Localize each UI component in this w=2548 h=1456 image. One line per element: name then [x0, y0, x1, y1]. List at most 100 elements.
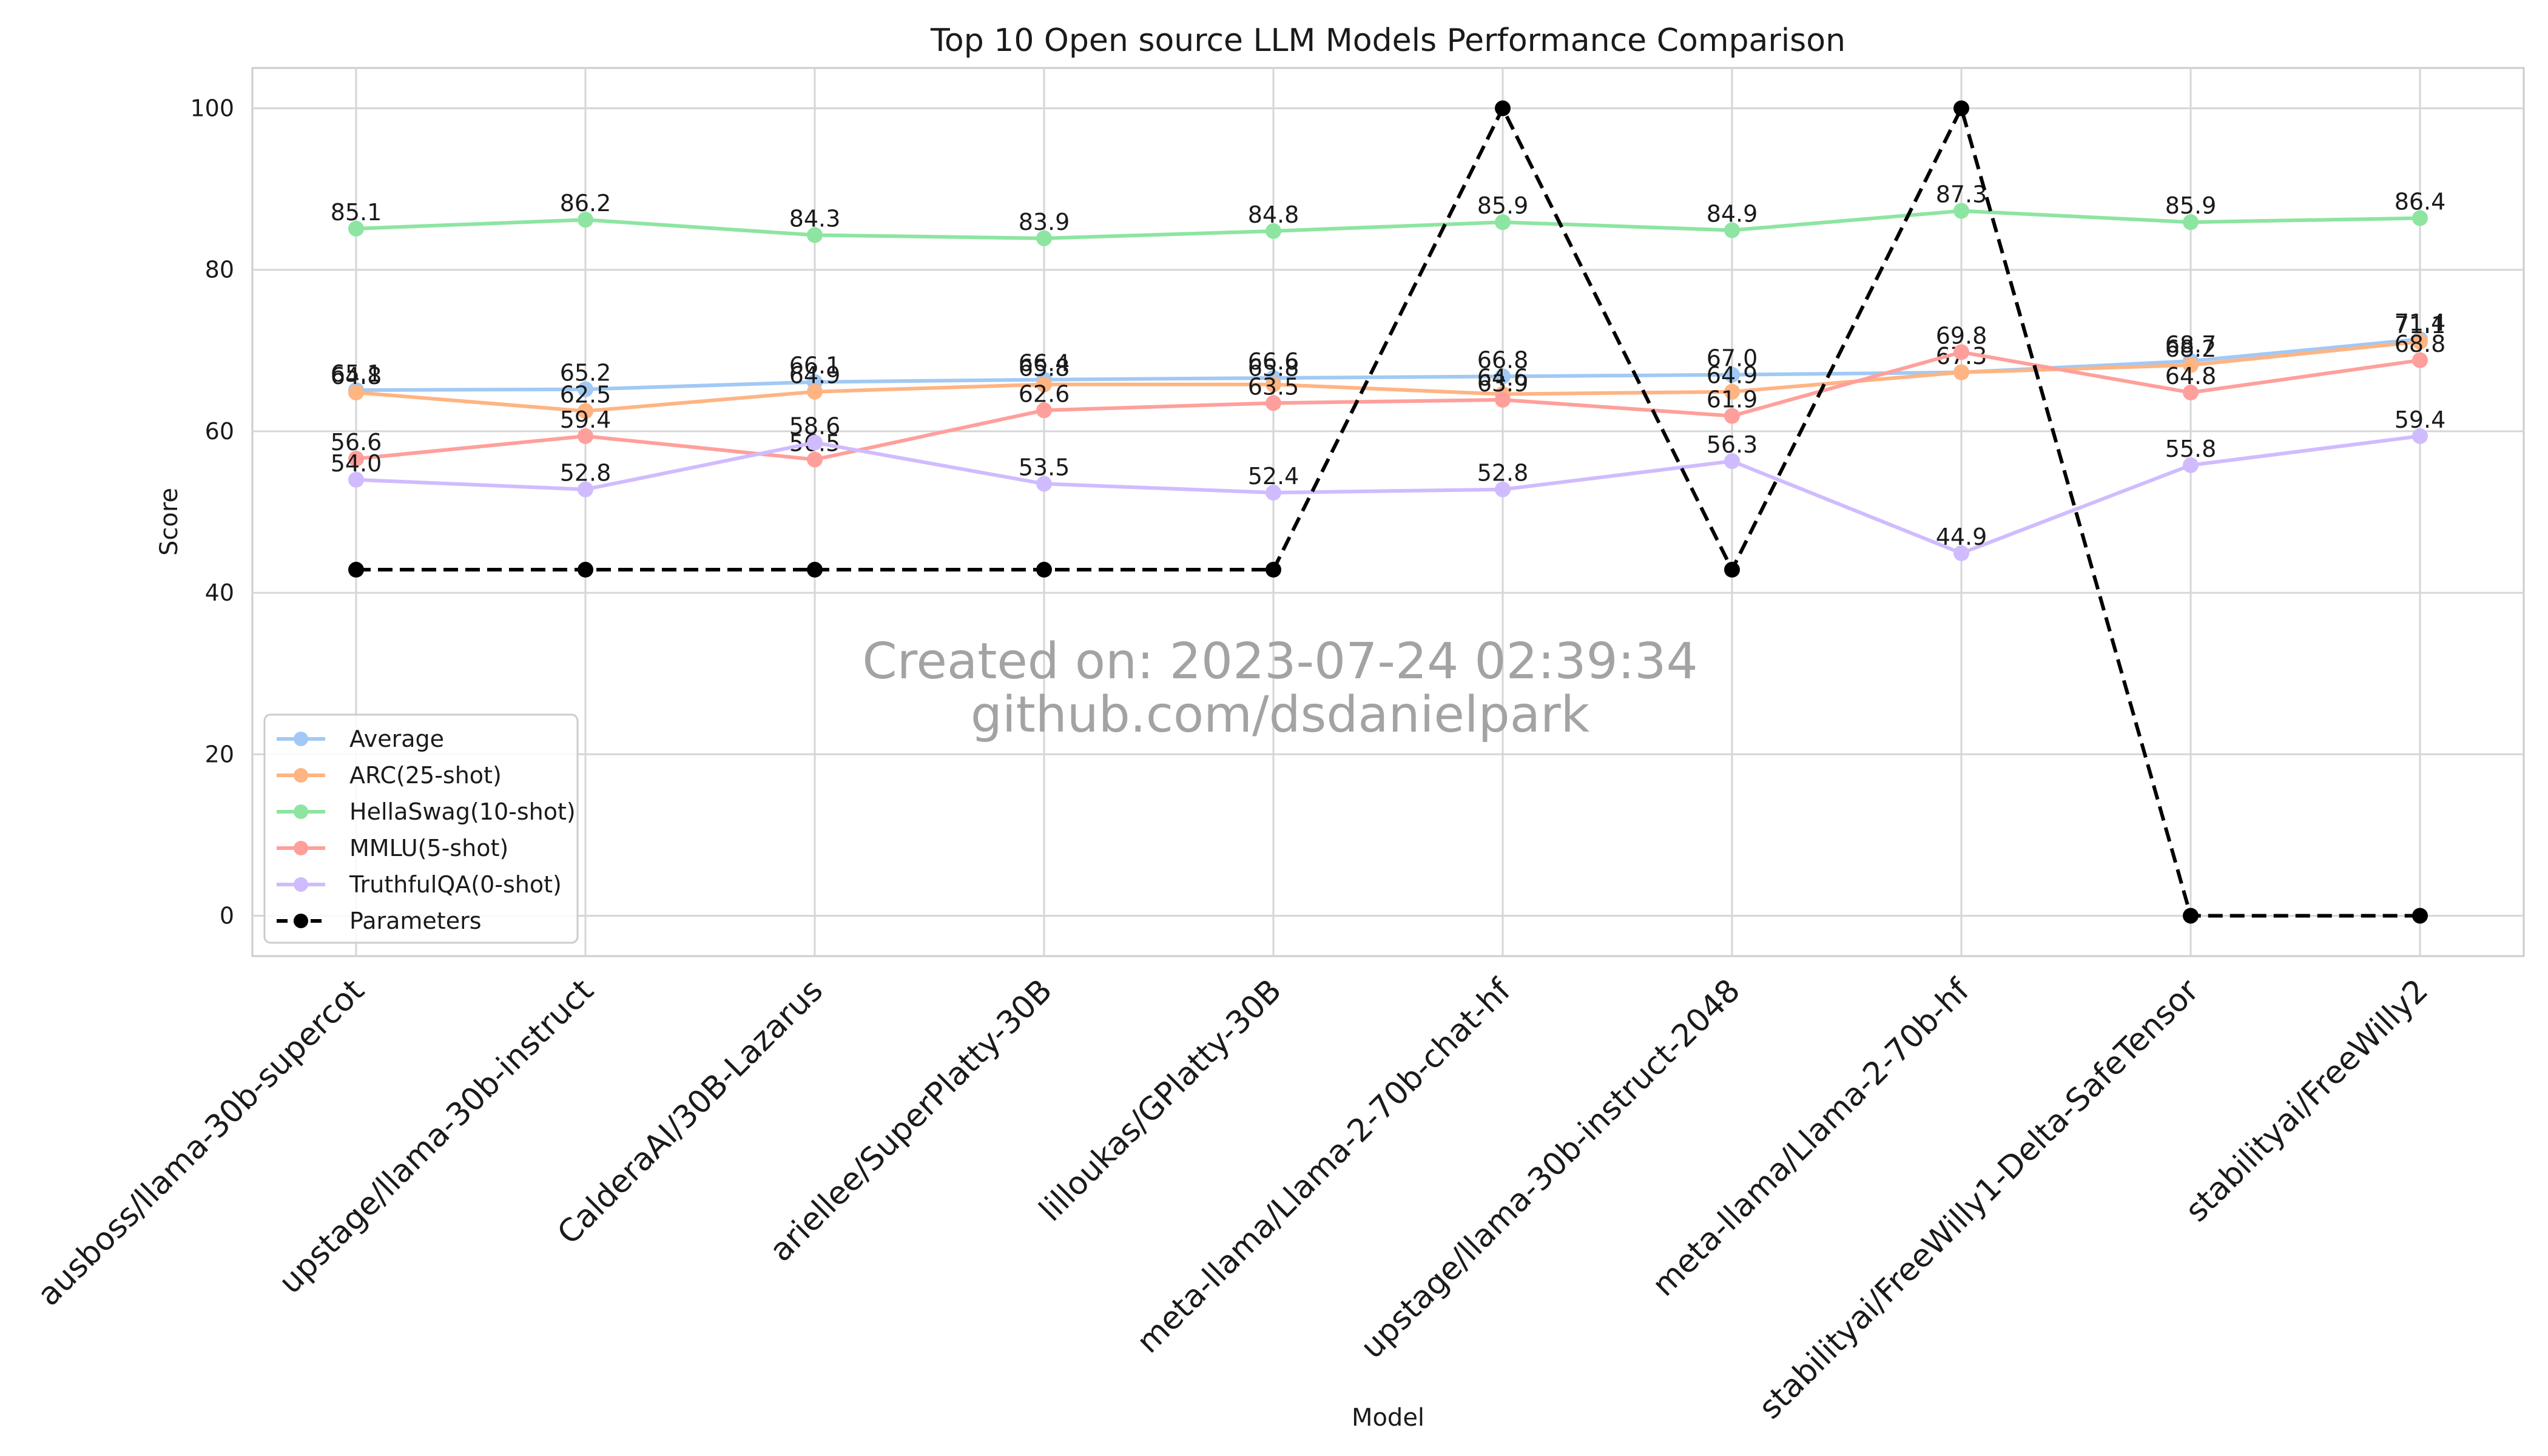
data-point: [1953, 344, 1969, 360]
data-label: 56.3: [1707, 431, 1758, 458]
data-label: 65.8: [1248, 355, 1299, 382]
data-point: [2183, 457, 2199, 473]
data-point: [578, 381, 593, 397]
data-label: 66.1: [789, 352, 841, 379]
series-layer: 65.165.266.166.466.666.867.067.368.771.4…: [331, 100, 2446, 924]
data-point: [1953, 203, 1969, 219]
data-label: 84.8: [1248, 201, 1299, 228]
data-label: 52.8: [560, 460, 612, 487]
watermark-github: github.com/dsdanielpark: [971, 686, 1590, 744]
data-point: [2183, 385, 2199, 401]
data-label: 68.8: [2395, 331, 2446, 357]
x-axis-label: Model: [1352, 1404, 1424, 1432]
data-point: [2412, 908, 2428, 924]
data-label: 71.1: [2395, 312, 2446, 339]
plot-area: [251, 67, 2525, 957]
data-point: [1266, 376, 1281, 393]
data-label: 65.1: [331, 360, 382, 387]
data-label: 64.8: [331, 363, 382, 389]
data-point: [807, 227, 823, 243]
data-point: [1266, 485, 1281, 501]
data-point: [1724, 222, 1740, 238]
data-point: [807, 562, 823, 578]
x-tick-label: lilloukas/GPlatty-30B: [1033, 972, 1289, 1228]
y-axis-ticks: 0 20 40 60 80 100: [190, 95, 234, 929]
data-label: 55.8: [2165, 436, 2217, 462]
data-label: 59.4: [2395, 406, 2446, 433]
data-label: 67.0: [1707, 345, 1758, 372]
series-line: [356, 209, 2421, 240]
data-point: [1495, 100, 1511, 116]
data-point: [1953, 100, 1969, 116]
data-label: 56.6: [331, 429, 382, 456]
data-point: [1036, 476, 1052, 492]
data-point: [2183, 908, 2199, 924]
data-point: [2412, 352, 2428, 368]
data-label: 65.2: [560, 360, 612, 386]
legend-label: HellaSwag(10-shot): [349, 798, 576, 825]
data-point: [1953, 364, 1969, 380]
x-tick-label: meta-llama/Llama-2-70b-chat-hf: [1130, 972, 1519, 1361]
series-group: [348, 100, 2428, 924]
series-group: 54.0 52.8 58.6 53.5 52.4 52.8 56.3 44.9 55.8 59.4: [331, 406, 2446, 561]
data-point: [1495, 481, 1511, 497]
series-group: 85.1 86.2 84.3 83.9 84.8 85.9 84.9 87.3 85.9 86.4: [331, 181, 2445, 246]
data-label: 64.9: [1707, 362, 1758, 389]
legend-marker: [294, 841, 308, 855]
data-label: 84.9: [1707, 201, 1758, 228]
data-point: [1724, 366, 1740, 383]
data-point: [1724, 453, 1740, 470]
data-label: 71.4: [2395, 309, 2446, 336]
data-point: [578, 212, 593, 228]
data-point: [1036, 562, 1052, 578]
data-point: [578, 428, 593, 444]
data-label: 66.4: [1019, 350, 1070, 377]
data-point: [1495, 368, 1511, 385]
data-point: [1724, 408, 1740, 424]
data-label: 63.9: [1477, 370, 1529, 397]
series-line: [356, 337, 2421, 393]
y-tick-label: 80: [205, 257, 234, 283]
data-point: [1036, 376, 1052, 393]
data-label: 62.5: [560, 382, 612, 408]
data-label: 83.9: [1019, 209, 1070, 235]
data-point: [348, 562, 364, 578]
data-label: 54.0: [331, 450, 382, 477]
data-label: 66.8: [1477, 346, 1529, 373]
data-label: 85.9: [1477, 192, 1529, 219]
data-label: 68.2: [2165, 335, 2217, 362]
data-label: 52.4: [1248, 463, 1299, 490]
data-point: [348, 451, 364, 467]
data-label: 84.3: [789, 205, 841, 232]
series-group: 64.862.564.965.865.864.664.967.368.271.1: [331, 312, 2446, 419]
data-point: [1724, 383, 1740, 400]
data-point: [348, 385, 364, 401]
legend-marker: [294, 914, 308, 928]
data-label: 64.9: [789, 362, 841, 389]
chart-title: Top 10 Open source LLM Models Performanc…: [930, 22, 1845, 59]
data-label: 58.6: [789, 413, 841, 440]
legend-marker: [294, 804, 308, 819]
data-point: [1266, 395, 1281, 411]
data-point: [1266, 562, 1281, 578]
y-tick-label: 20: [205, 741, 234, 767]
data-point: [807, 383, 823, 400]
legend-label: MMLU(5-shot): [349, 835, 508, 861]
data-point: [1036, 402, 1052, 419]
data-label: 53.5: [1019, 454, 1070, 480]
data-point: [348, 471, 364, 488]
series-line: [356, 340, 2421, 413]
legend: Average ARC(25-shot) HellaSwag(10-shot) MML…: [263, 713, 579, 944]
data-label: 68.7: [2165, 331, 2217, 358]
legend-box: [263, 713, 579, 944]
y-tick-label: 40: [205, 579, 234, 606]
data-label: 61.9: [1707, 386, 1758, 413]
data-point: [1724, 562, 1740, 578]
data-point: [2412, 210, 2428, 226]
data-point: [807, 451, 823, 468]
data-point: [1036, 230, 1052, 246]
y-tick-label: 0: [220, 902, 234, 929]
legend-label: Parameters: [349, 908, 482, 934]
data-point: [1266, 223, 1281, 239]
